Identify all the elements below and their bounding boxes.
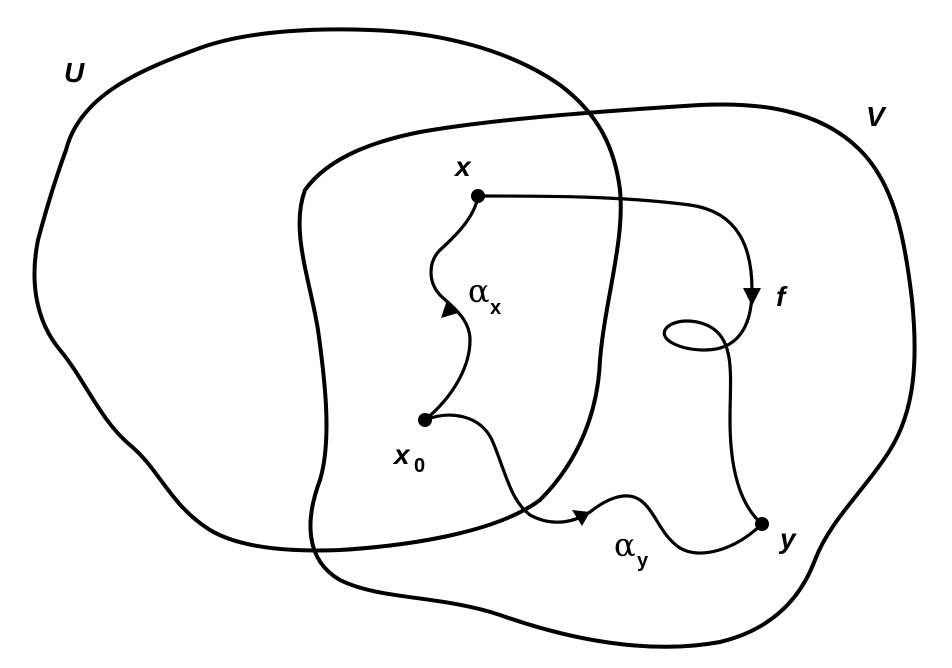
path-f [476, 194, 764, 526]
region-u-boundary [32, 27, 623, 553]
path-alpha-y [423, 413, 764, 555]
label-point-x0-subscript: 0 [414, 455, 425, 477]
label-point-x0: x [392, 439, 411, 470]
label-path-alpha-y-subscript: y [637, 550, 649, 572]
label-path-f: f [776, 281, 788, 312]
label-point-x: x [453, 151, 472, 182]
point-x0 [418, 413, 432, 427]
arrow-f [743, 288, 761, 306]
label-path-alpha-x-subscript: x [490, 297, 501, 319]
point-y [755, 517, 769, 531]
path-alpha-x [423, 194, 480, 422]
label-set-v: V [866, 101, 887, 132]
label-path-alpha-x: α [468, 272, 490, 310]
region-v-boundary [297, 102, 917, 649]
arrow-alpha-y [572, 510, 590, 526]
arrow-alpha-x [441, 300, 458, 318]
label-point-y: y [778, 523, 797, 554]
label-path-alpha-y: α [614, 526, 636, 564]
label-set-u: U [64, 57, 85, 88]
point-x [471, 189, 485, 203]
